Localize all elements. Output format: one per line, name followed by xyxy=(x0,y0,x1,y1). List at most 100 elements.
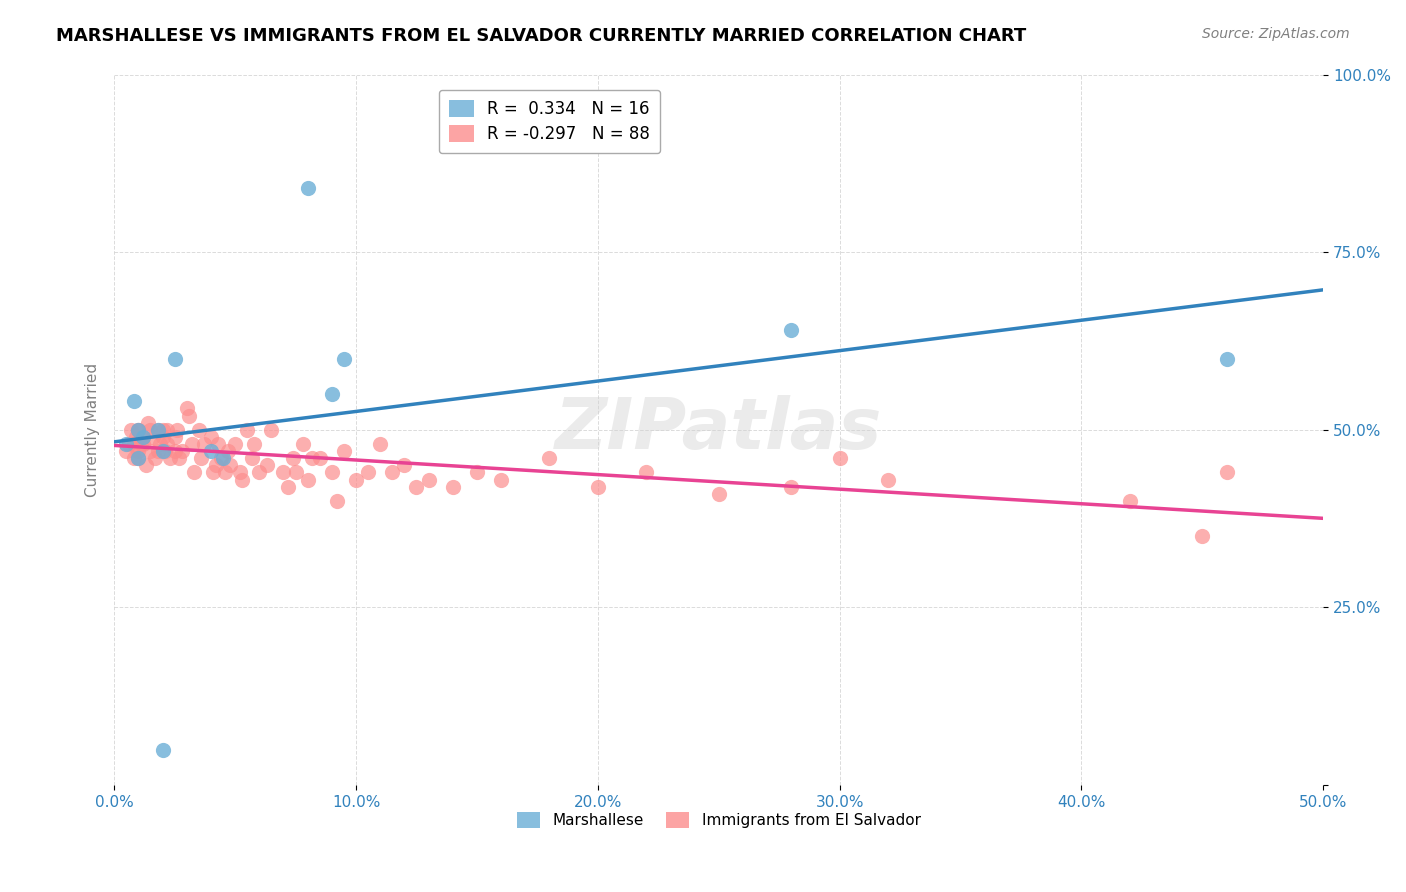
Point xyxy=(163,444,186,458)
Point xyxy=(344,473,367,487)
Point xyxy=(707,487,730,501)
Point xyxy=(301,451,323,466)
Point xyxy=(1215,351,1237,366)
Point xyxy=(489,473,512,487)
Point xyxy=(125,430,148,444)
Point xyxy=(127,451,149,466)
Point xyxy=(170,444,193,458)
Point xyxy=(183,466,205,480)
Point xyxy=(132,430,155,444)
Point xyxy=(129,437,152,451)
Point xyxy=(146,423,169,437)
Legend: Marshallese, Immigrants from El Salvador: Marshallese, Immigrants from El Salvador xyxy=(510,806,927,834)
Point xyxy=(243,437,266,451)
Point xyxy=(1215,466,1237,480)
Point xyxy=(418,473,440,487)
Point xyxy=(152,742,174,756)
Point xyxy=(139,444,162,458)
Point xyxy=(321,466,343,480)
Text: Source: ZipAtlas.com: Source: ZipAtlas.com xyxy=(1202,27,1350,41)
Point xyxy=(149,437,172,451)
Point xyxy=(441,480,464,494)
Point xyxy=(152,430,174,444)
Point xyxy=(179,409,201,423)
Point xyxy=(200,444,222,458)
Point xyxy=(115,437,138,451)
Point xyxy=(180,437,202,451)
Point xyxy=(247,466,270,480)
Point xyxy=(163,430,186,444)
Point xyxy=(273,466,295,480)
Point xyxy=(156,437,179,451)
Point xyxy=(333,444,356,458)
Point xyxy=(193,437,215,451)
Point xyxy=(1191,529,1213,543)
Point xyxy=(405,480,427,494)
Point xyxy=(357,466,380,480)
Point xyxy=(146,423,169,437)
Point xyxy=(122,451,145,466)
Point xyxy=(780,480,803,494)
Point xyxy=(156,423,179,437)
Point xyxy=(190,451,212,466)
Point xyxy=(127,444,149,458)
Point xyxy=(219,458,242,473)
Point xyxy=(224,437,246,451)
Point xyxy=(214,466,236,480)
Point xyxy=(159,451,181,466)
Point xyxy=(256,458,278,473)
Point xyxy=(200,430,222,444)
Point xyxy=(284,466,307,480)
Point xyxy=(465,466,488,480)
Point xyxy=(136,416,159,430)
Point xyxy=(260,423,283,437)
Point xyxy=(187,423,209,437)
Point xyxy=(132,430,155,444)
Point xyxy=(780,323,803,337)
Point xyxy=(143,451,166,466)
Point xyxy=(152,444,174,458)
Point xyxy=(127,423,149,437)
Point xyxy=(308,451,330,466)
Point xyxy=(291,437,314,451)
Point xyxy=(636,466,658,480)
Point xyxy=(132,437,155,451)
Point xyxy=(122,437,145,451)
Point xyxy=(152,423,174,437)
Point xyxy=(139,423,162,437)
Point xyxy=(163,351,186,366)
Point xyxy=(169,451,191,466)
Point xyxy=(204,458,226,473)
Point xyxy=(153,444,176,458)
Point xyxy=(281,451,304,466)
Point xyxy=(207,437,229,451)
Point xyxy=(277,480,299,494)
Point xyxy=(209,451,232,466)
Point xyxy=(368,437,391,451)
Point xyxy=(240,451,263,466)
Point xyxy=(212,451,235,466)
Point xyxy=(135,458,157,473)
Point xyxy=(115,444,138,458)
Point xyxy=(202,466,225,480)
Point xyxy=(828,451,851,466)
Point xyxy=(877,473,900,487)
Point xyxy=(231,473,253,487)
Point xyxy=(333,351,356,366)
Point xyxy=(127,423,149,437)
Point xyxy=(127,451,149,466)
Point xyxy=(176,401,198,416)
Point xyxy=(1119,494,1142,508)
Point xyxy=(217,444,239,458)
Text: ZIPatlas: ZIPatlas xyxy=(555,395,883,465)
Point xyxy=(538,451,561,466)
Point xyxy=(118,437,141,451)
Point xyxy=(229,466,252,480)
Point xyxy=(297,473,319,487)
Point xyxy=(394,458,416,473)
Point xyxy=(127,423,149,437)
Point xyxy=(146,444,169,458)
Point xyxy=(321,387,343,401)
Point xyxy=(297,181,319,195)
Point xyxy=(236,423,259,437)
